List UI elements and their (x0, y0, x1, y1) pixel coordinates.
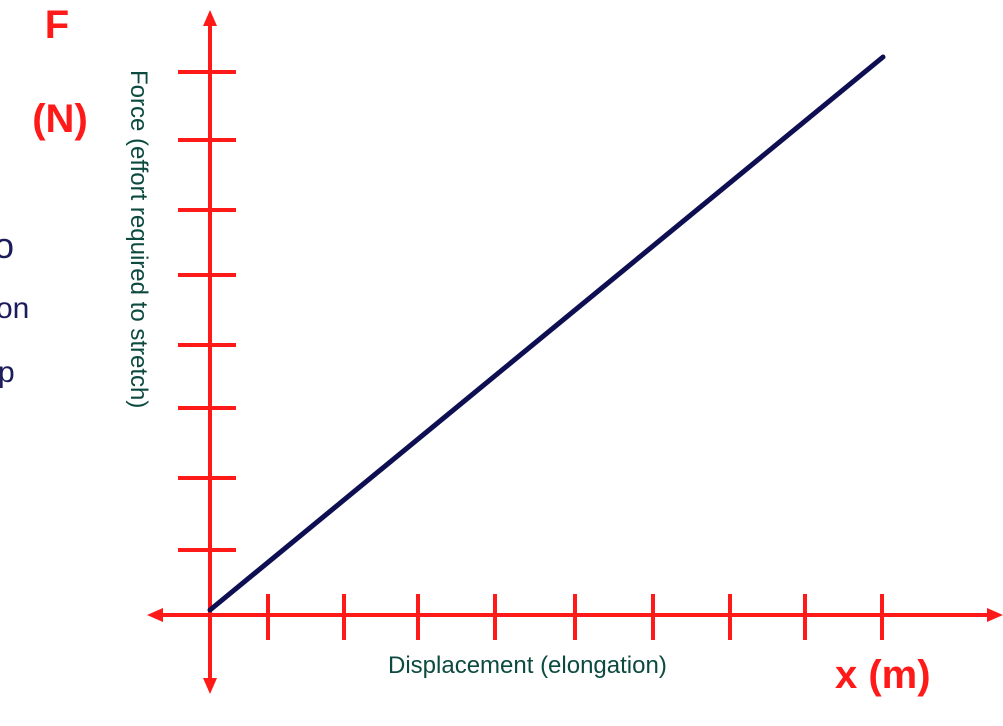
y-symbol: F (45, 3, 69, 47)
x-arrow-right (987, 608, 1003, 622)
x-arrow-left (147, 608, 163, 622)
side-text: p (0, 356, 15, 389)
x-label: Displacement (elongation) (388, 652, 667, 679)
y-label: Force (effort required to stretch) (125, 70, 152, 408)
y-unit: (N) (32, 97, 88, 141)
x-symbol: x (m) (835, 653, 931, 697)
side-text: o (0, 225, 14, 266)
y-arrow-up (203, 10, 217, 26)
y-arrow-down (203, 678, 217, 694)
side-text: on (0, 292, 29, 325)
force-line (207, 54, 886, 613)
